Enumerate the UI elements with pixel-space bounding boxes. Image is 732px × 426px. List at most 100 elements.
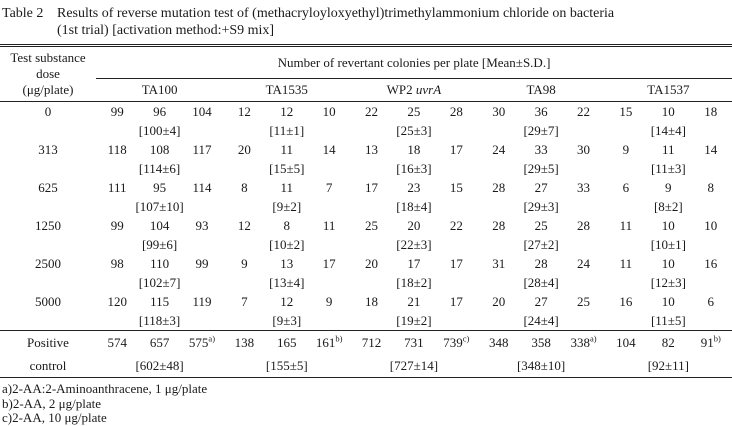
dose-header-line-2: dose [36,66,60,81]
strain-header-ta1535: TA1535 [223,78,351,102]
value-cell: 138 [223,330,266,354]
dose-cell: 2500 [35,256,61,271]
mean-sd-cell: [12±3] [650,275,686,290]
positive-control-values-row: Positive control 574 657 575a) 138 165 161b) 712… [0,330,732,378]
value-cell: 28 [449,104,463,119]
value-cell: 25 [576,294,590,309]
mean-sd-cell: [19±2] [396,313,432,328]
value-cell: 17 [322,256,336,271]
value-cell: 15 [619,104,633,119]
mean-sd-row: [99±6] [10±2] [22±3] [27±2] [10±1] [0,235,732,254]
strain-label: TA98 [526,82,556,97]
value-cell: 25 [534,218,548,233]
mean-sd-cell: [602±48] [135,358,184,373]
value-cell: 11 [280,142,294,157]
footnote-b: b)2-AA, 2 μg/plate [2,395,102,411]
mean-sd-cell: [11±5] [650,313,686,328]
value-cell: 22 [449,218,463,233]
mean-sd-cell: [29±5] [523,161,559,176]
value-cell: 23 [407,180,421,195]
value-cell: 731 [392,330,436,354]
value-cell: 12 [280,104,294,119]
dose-cell: 5000 [35,294,61,309]
mean-sd-cell: [9±3] [272,313,302,328]
mean-sd-row: [118±3] [9±3] [19±2] [24±4] [11±5] [0,311,732,331]
value-cell: 12 [237,104,251,119]
value-cell: 25 [365,218,379,233]
dose-cell: 625 [38,180,58,195]
value-cell: 10 [661,256,675,271]
dose-values-row: 1250 99 104 93 12 8 11 25 20 22 28 25 28 11 10 10 [0,216,732,235]
mean-sd-cell: [727±14] [389,358,439,373]
value-cell: 27 [534,180,548,195]
value-cell: 33 [534,142,548,157]
dose-header-line-1: Test substance [10,50,86,65]
value-cell: 11 [662,142,675,157]
value-cell: 20 [237,142,251,157]
strain-label: TA100 [141,82,178,97]
mean-sd-cell: [10±1] [650,237,686,252]
value-cell: 99 [195,256,209,271]
footnote-marker: a) [208,333,216,344]
value-cell: 14 [704,142,718,157]
footnote-marker: b) [713,333,721,344]
mean-sd-cell: [10±2] [269,237,305,252]
value-cell: 33 [576,180,590,195]
footnotes: a)2-AA:2-Aminoanthracene, 1 μg/plate b)2… [0,381,732,426]
value-cell: 120 [107,294,127,309]
value-cell: 27 [534,294,548,309]
mean-sd-row: [602±48] [155±5] [727±14] [348±10] [92±11] [0,354,732,378]
positive-control-label-cell: Positive control [0,330,96,378]
dose-values-row: 5000 120 115 119 7 12 9 18 21 17 20 27 25 16 10 6 [0,292,732,311]
value-cell: 13 [365,142,379,157]
mean-sd-row: [107±10] [9±2] [18±4] [29±3] [8±2] [0,197,732,216]
value-cell: 9 [241,256,248,271]
value-cell: 114 [192,180,212,195]
value-cell: 17 [365,180,379,195]
value-cell: 24 [576,256,590,271]
mean-sd-cell: [14±4] [650,123,686,138]
value-cell: 28 [492,218,506,233]
value-cell: 99 [110,104,124,119]
footnote-a: a)2-AA:2-Aminoanthracene, 1 μg/plate [2,381,208,396]
value-cell: 10 [704,218,718,233]
revertant-colonies-header: Number of revertant colonies per plate [… [96,45,732,79]
strain-header-ta100: TA100 [96,78,224,102]
results-table: Test substance dose (μg/plate) Number of… [0,44,732,378]
value-cell: 115 [150,294,170,309]
strain-header-wp2uvra: WP2 uvrA [350,78,478,102]
value-cell: 6 [622,180,630,195]
value-cell: 575a) [180,330,224,354]
value-cell: 6 [707,294,714,309]
dose-cell: 1250 [35,218,61,233]
value-cell: 117 [192,142,212,157]
value-cell: 657 [138,330,181,354]
mean-sd-cell: [22±3] [396,237,432,252]
value-cell: 21 [407,294,421,309]
value-cell: 11 [619,218,633,233]
value-cell: 22 [576,104,590,119]
value-cell: 9 [325,294,333,309]
value-cell: 28 [534,256,548,271]
value-cell: 11 [280,180,294,195]
value-cell: 25 [407,104,421,119]
value-cell: 9 [622,142,630,157]
mean-sd-cell: [11±3] [650,161,686,176]
value-cell: 348 [477,330,520,354]
table-number: Table 2 [2,6,44,21]
value-cell: 11 [322,218,336,233]
value-cell: 22 [365,104,379,119]
mean-sd-cell: [102±7] [138,275,181,290]
value-cell: 165 [265,330,308,354]
mean-sd-cell: [24±4] [523,313,559,328]
caption-line-1: Results of reverse mutation test of (met… [57,6,615,21]
value-cell: 712 [350,330,393,354]
value-cell: 104 [149,218,170,233]
value-cell: 574 [96,330,139,354]
value-cell: 10 [661,104,675,119]
value-cell: 18 [407,142,421,157]
value-cell: 30 [576,142,590,157]
value-cell: 8 [707,180,714,195]
dose-values-row: 313 118 108 117 20 11 14 13 18 17 24 33 30 9 11 14 [0,140,732,159]
